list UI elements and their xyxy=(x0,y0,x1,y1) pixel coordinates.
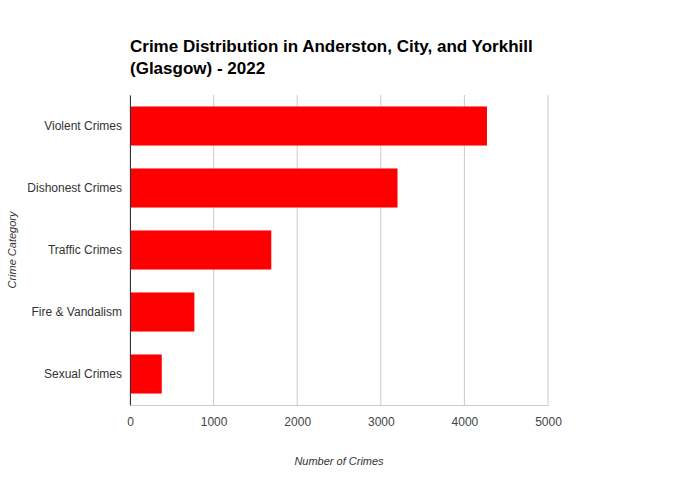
x-tick-label: 2000 xyxy=(284,415,311,429)
x-tick: 2000 xyxy=(284,405,311,429)
y-tick-label: Sexual Crimes xyxy=(44,367,122,381)
y-tick: Sexual Crimes xyxy=(44,367,130,381)
x-tick: 3000 xyxy=(368,405,395,429)
grid-line xyxy=(130,95,131,405)
grid xyxy=(130,95,548,405)
x-tick-label: 5000 xyxy=(535,415,562,429)
bar xyxy=(130,230,271,269)
plot: 0 1000 2000 3000 4000 5000 Violent Crimes Disho… xyxy=(27,95,562,429)
x-tick: 5000 xyxy=(535,405,562,429)
x-tick: 4000 xyxy=(452,405,479,429)
title: Crime Distribution in Anderston, City, a… xyxy=(130,37,533,78)
x-tick-label: 4000 xyxy=(452,415,479,429)
x-axis-title: Number of Crimes xyxy=(294,455,384,467)
x-tick: 1000 xyxy=(201,405,228,429)
y-tick-label: Fire & Vandalism xyxy=(32,305,122,319)
y-axis: Violent Crimes Dishonest Crimes Traffic Cr… xyxy=(27,96,130,406)
x-axis: 0 1000 2000 3000 4000 5000 xyxy=(127,405,562,429)
bars xyxy=(130,106,487,393)
bar xyxy=(130,292,194,331)
y-tick-label: Violent Crimes xyxy=(44,119,122,133)
y-tick: Dishonest Crimes xyxy=(27,181,130,195)
x-tick: 0 xyxy=(127,405,134,429)
chart: 0 1000 2000 3000 4000 5000 Violent Crimes Disho… xyxy=(0,0,680,500)
x-tick-label: 3000 xyxy=(368,415,395,429)
grid-line xyxy=(548,95,549,405)
x-tick-label: 1000 xyxy=(201,415,228,429)
bar xyxy=(130,168,398,207)
bar xyxy=(130,354,162,393)
y-tick-label: Dishonest Crimes xyxy=(27,181,122,195)
y-tick: Violent Crimes xyxy=(44,119,130,133)
y-tick-label: Traffic Crimes xyxy=(48,243,122,257)
y-tick: Traffic Crimes xyxy=(48,243,130,257)
y-axis-line xyxy=(130,96,131,406)
bar xyxy=(130,106,487,145)
y-axis-title: Crime Category xyxy=(6,210,18,289)
x-axis-line xyxy=(131,405,549,406)
x-tick-label: 0 xyxy=(127,415,134,429)
y-tick: Fire & Vandalism xyxy=(32,305,130,319)
